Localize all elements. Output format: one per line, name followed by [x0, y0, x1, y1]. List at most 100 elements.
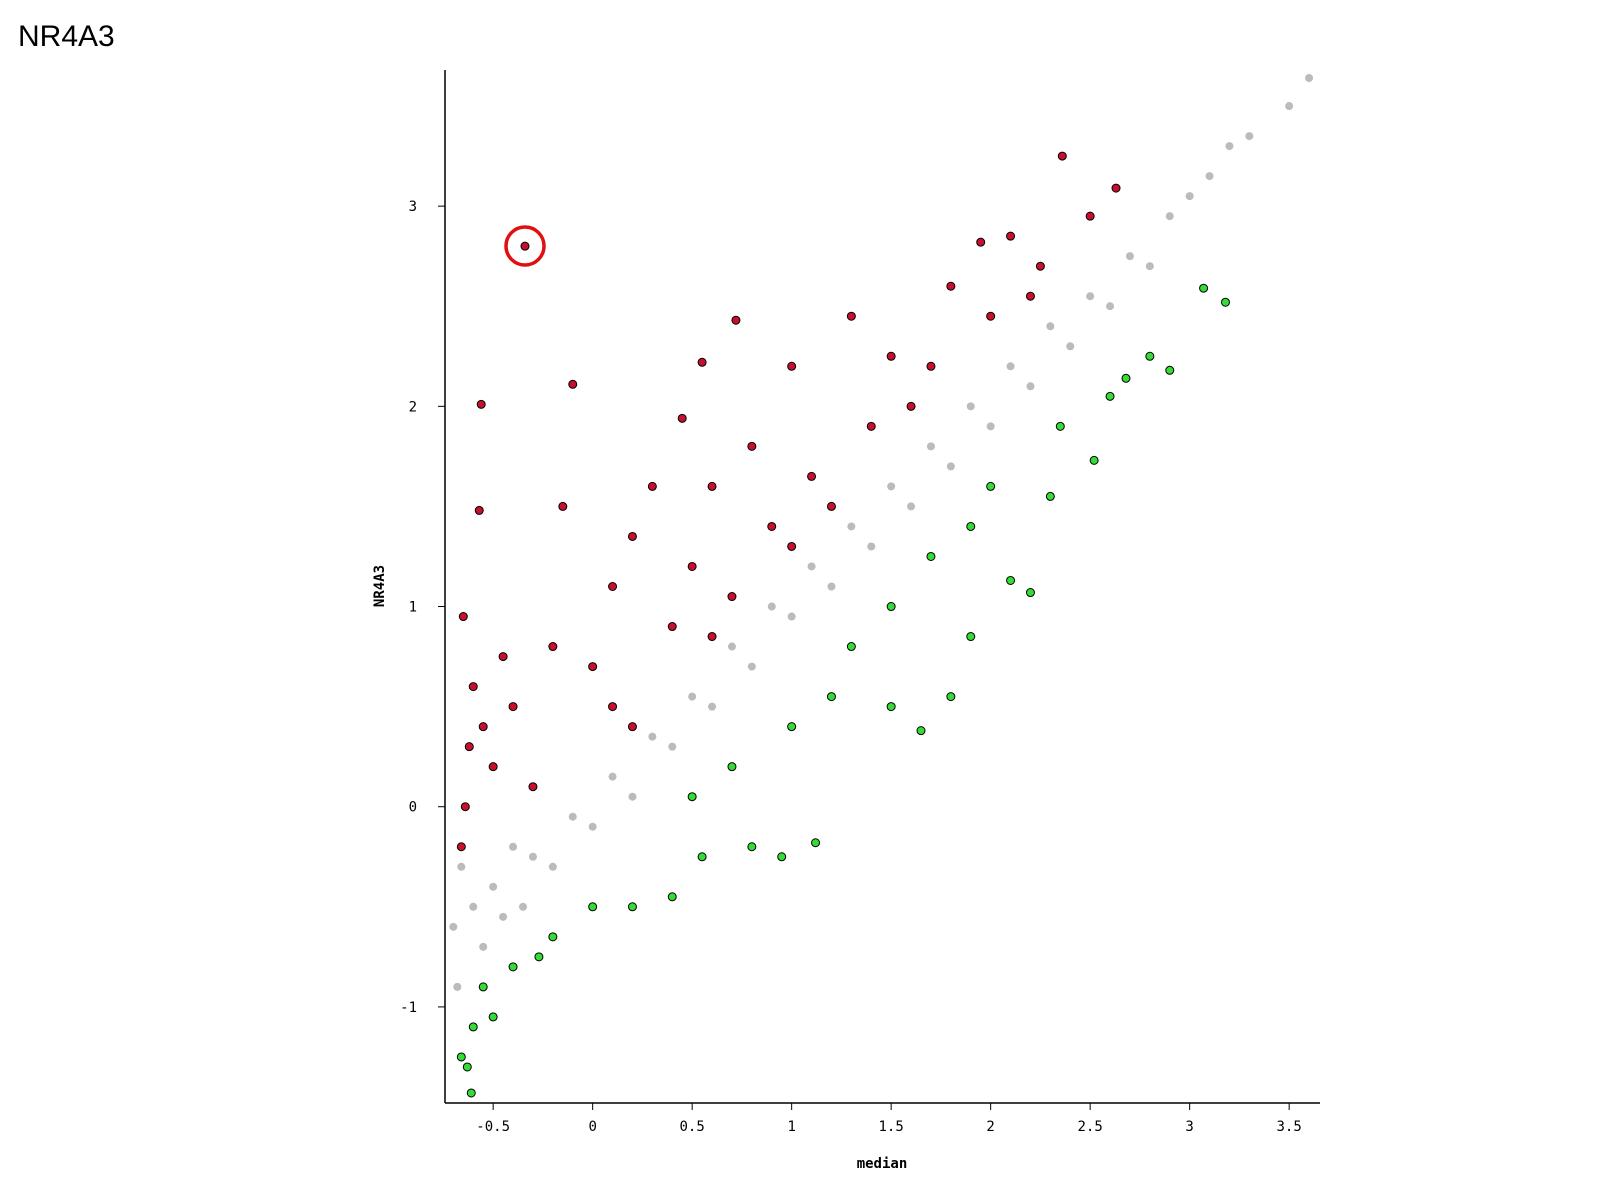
data-point — [916, 726, 926, 736]
data-point — [887, 482, 896, 491]
data-point — [548, 642, 558, 652]
data-point — [707, 632, 717, 642]
data-point — [826, 692, 836, 702]
data-point — [697, 357, 707, 367]
data-point — [1066, 342, 1075, 351]
data-point — [846, 642, 856, 652]
data-point — [1045, 491, 1055, 501]
x-axis-label: median — [857, 1156, 908, 1172]
data-point — [468, 682, 478, 692]
data-point — [462, 1062, 472, 1072]
data-point — [449, 922, 458, 931]
x-tick-label: 2 — [986, 1119, 994, 1135]
data-point — [966, 632, 976, 642]
data-point — [1025, 588, 1035, 598]
y-tick-label: 3 — [409, 199, 417, 215]
data-point — [647, 481, 657, 491]
x-tick-label: 2.5 — [1078, 1119, 1103, 1135]
data-point — [466, 1088, 476, 1098]
data-point — [456, 1052, 466, 1062]
data-point — [648, 732, 657, 741]
data-point — [479, 942, 488, 951]
data-point — [976, 237, 986, 247]
data-point — [488, 1012, 498, 1022]
plot-area — [449, 74, 1314, 1098]
data-point — [986, 481, 996, 491]
data-point — [627, 902, 637, 912]
data-point — [1006, 231, 1016, 241]
data-point — [1205, 172, 1214, 181]
data-point — [1035, 261, 1045, 271]
data-point — [727, 762, 737, 772]
x-tick-label: 3 — [1185, 1119, 1193, 1135]
data-point — [807, 471, 817, 481]
data-point — [509, 842, 518, 851]
data-point — [1026, 382, 1035, 391]
data-point — [608, 702, 618, 712]
data-point — [548, 932, 558, 942]
data-point — [787, 612, 796, 621]
data-point — [476, 399, 486, 409]
data-point — [1225, 142, 1234, 151]
data-point — [489, 882, 498, 891]
data-point — [1220, 297, 1230, 307]
y-tick-label: 1 — [409, 600, 417, 616]
data-point — [534, 952, 544, 962]
data-point — [747, 441, 757, 451]
data-point — [787, 722, 797, 732]
data-point — [468, 1022, 478, 1032]
data-point — [1185, 192, 1194, 201]
data-point — [1245, 132, 1254, 141]
data-point — [474, 505, 484, 515]
data-point — [906, 401, 916, 411]
data-point — [1105, 391, 1115, 401]
data-point — [588, 902, 598, 912]
data-point — [1145, 351, 1155, 361]
data-point — [986, 311, 996, 321]
data-point — [811, 838, 821, 848]
data-point — [608, 772, 617, 781]
data-point — [508, 962, 518, 972]
data-point — [464, 742, 474, 752]
data-point — [867, 542, 876, 551]
data-point — [708, 702, 717, 711]
data-point — [926, 442, 935, 451]
data-point — [469, 902, 478, 911]
data-point — [727, 642, 736, 651]
data-point — [1006, 575, 1016, 585]
data-point — [846, 311, 856, 321]
data-point — [946, 692, 956, 702]
data-point — [628, 792, 637, 801]
data-point — [457, 862, 466, 871]
data-point — [456, 842, 466, 852]
data-point — [966, 402, 975, 411]
data-point — [747, 662, 756, 671]
x-tick-label: 3.5 — [1277, 1119, 1302, 1135]
y-tick-label: -1 — [400, 1000, 417, 1016]
data-point — [907, 502, 916, 511]
data-point — [777, 852, 787, 862]
data-point — [668, 742, 677, 751]
chart-title: NR4A3 — [18, 20, 115, 53]
y-tick-label: 2 — [409, 399, 417, 415]
data-point — [926, 551, 936, 561]
data-point — [478, 982, 488, 992]
data-point — [946, 462, 955, 471]
y-axis-label: NR4A3 — [372, 565, 388, 607]
data-point — [926, 361, 936, 371]
data-point — [966, 521, 976, 531]
data-point — [727, 592, 737, 602]
data-point — [787, 541, 797, 551]
data-point — [946, 281, 956, 291]
x-tick-label: 1.5 — [879, 1119, 904, 1135]
data-point — [520, 241, 530, 251]
data-point — [1121, 373, 1131, 383]
data-point — [508, 702, 518, 712]
data-point — [1111, 183, 1121, 193]
data-point — [827, 582, 836, 591]
data-point — [1089, 455, 1099, 465]
data-point — [627, 531, 637, 541]
data-point — [588, 822, 597, 831]
data-point — [1199, 283, 1209, 293]
